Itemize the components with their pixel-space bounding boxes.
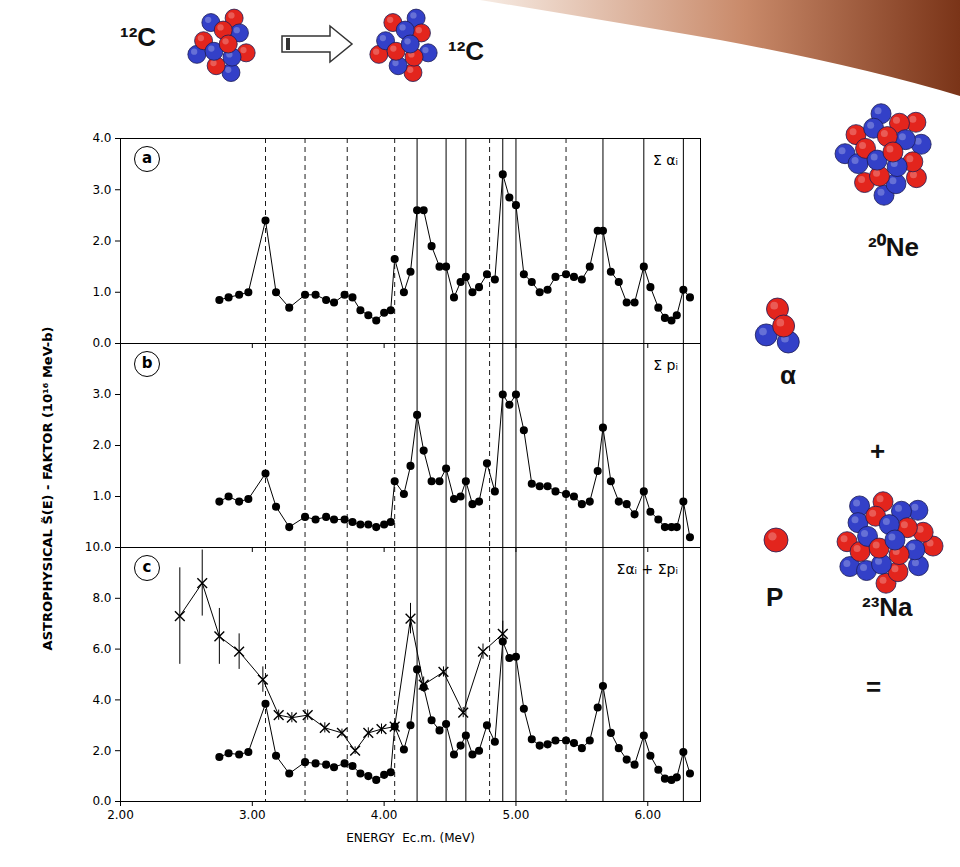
svg-text:2.00: 2.00 (107, 808, 134, 822)
html-text:b: b (141, 354, 153, 372)
svg-text:3.0: 3.0 (92, 387, 111, 401)
html-text:α: α (780, 360, 796, 390)
svg-text:2.0: 2.0 (92, 438, 111, 452)
html-text:a: a (141, 149, 153, 167)
html-text:²⁰Ne: ²⁰Ne (868, 232, 919, 262)
svg-text:2.0: 2.0 (92, 234, 111, 248)
svg-text:1.0: 1.0 (92, 489, 111, 503)
html-text:Σ pᵢ: Σ pᵢ (653, 357, 678, 373)
html-text:P: P (766, 582, 784, 612)
svg-text:6.00: 6.00 (634, 808, 661, 822)
svg-text:8.0: 8.0 (92, 591, 111, 605)
svg-text:4.00: 4.00 (371, 808, 398, 822)
svg-text:3.0: 3.0 (92, 183, 111, 197)
svg-text:0.0: 0.0 (92, 794, 111, 808)
svg-text:4.0: 4.0 (92, 131, 111, 145)
html-text:ASTROPHYSICAL S̃(E) - FAKTOR (: ASTROPHYSICAL S̃(E) - FAKTOR (10¹⁶ MeV-b… (40, 326, 55, 651)
html-text:¹²C: ¹²C (448, 36, 485, 66)
svg-text:ENERGY Ec.m. (MeV): ENERGY Ec.m. (MeV) (346, 831, 475, 845)
html-text:Σ αᵢ: Σ αᵢ (653, 152, 678, 168)
svg-text:1.0: 1.0 (92, 285, 111, 299)
svg-text:4.0: 4.0 (92, 693, 111, 707)
svg-text:6.0: 6.0 (92, 642, 111, 656)
html-text:²³Na: ²³Na (862, 592, 913, 622)
html-text:¹²C: ¹²C (120, 22, 157, 52)
svg-text:10.0: 10.0 (85, 540, 112, 554)
svg-text:5.00: 5.00 (503, 808, 530, 822)
html-text:Σαᵢ + Σpᵢ: Σαᵢ + Σpᵢ (616, 561, 678, 577)
svg-text:0.0: 0.0 (92, 336, 111, 350)
svg-text:3.00: 3.00 (239, 808, 266, 822)
svg-text:2.0: 2.0 (92, 744, 111, 758)
html-text:c: c (142, 558, 152, 576)
